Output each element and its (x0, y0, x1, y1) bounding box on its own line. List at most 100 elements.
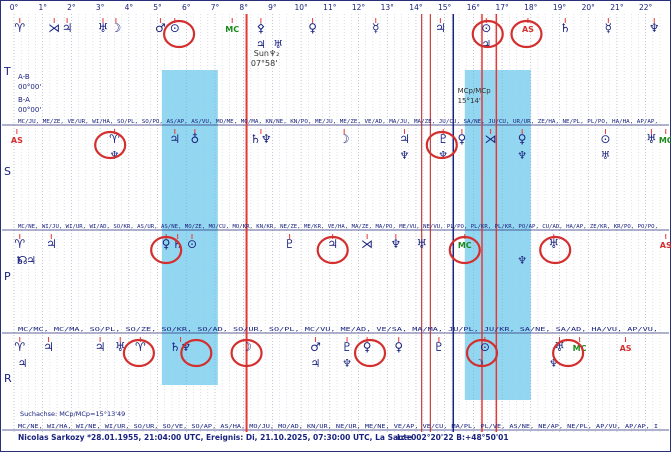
x-tick-label: 16° (467, 3, 481, 12)
planet-symbol-secondary: ♃ (481, 38, 491, 51)
x-tick-label: 11° (323, 3, 337, 12)
ab-value: 00°00' (18, 83, 41, 91)
planet-symbol: MC (659, 136, 671, 145)
footer-chart-info: Nicolas Sarkozy *28.01.1955, 21:04:00 UT… (18, 433, 412, 442)
x-tick-label: 10° (294, 3, 308, 12)
highlight-circle (316, 235, 349, 265)
planet-symbol: ♃ (62, 21, 73, 35)
planet-symbol: ♇ (284, 237, 295, 251)
planet-symbol-secondary: ♅ (601, 149, 611, 162)
ab-label: A-B (18, 73, 30, 81)
highlight-circle (425, 130, 458, 160)
ba-label: B-A (18, 96, 30, 104)
x-tick-label: 13° (381, 3, 395, 12)
grid-lines (13, 14, 661, 432)
planet-symbol-secondary: ♅ (273, 38, 283, 51)
planet-symbol: ♈ (14, 21, 25, 35)
highlight-circle (230, 338, 263, 368)
highlight-circle (162, 19, 196, 49)
x-tick-label: 2° (67, 3, 76, 12)
highlight-circle (539, 235, 572, 265)
planet-symbol: ⋊ (361, 237, 373, 251)
x-tick-label: 8° (239, 3, 248, 12)
highlight-circle (510, 19, 543, 49)
band-label: R (4, 372, 12, 385)
planet-symbol: ♈ (14, 340, 25, 354)
planet-symbol: ♀ (308, 21, 317, 35)
planet-symbol: ♀ (457, 132, 466, 146)
planet-symbol: AS (660, 241, 671, 250)
highlight-circle (180, 338, 213, 368)
planet-symbol: ⚴ (257, 21, 266, 35)
planet-symbol: ♀ (363, 340, 372, 354)
planet-symbol: ♀ (162, 237, 171, 251)
planet-symbol: ♅ (115, 340, 126, 354)
x-tick-label: 4° (125, 3, 134, 12)
midpoint-row: MC/NE, WI/JU, WI/UR, WI/AD, SO/KR, AS/UR… (18, 224, 658, 230)
planet-symbol: ♆ (390, 237, 401, 251)
planet-symbol: ☽ (111, 21, 122, 35)
planet-symbol-secondary: ♆ (517, 254, 527, 267)
x-tick-label: 22° (639, 3, 653, 12)
planet-symbol: ♃ (43, 340, 54, 354)
planet-symbol: AS (522, 25, 534, 34)
planet-symbol: ☿ (372, 21, 379, 35)
x-tick-label: 6° (182, 3, 191, 12)
x-tick-label: 17° (495, 3, 509, 12)
midpoint-row: MC/NE, WI/HA, WI/NE, WI/UR, SO/UR, SO/VE… (18, 424, 658, 430)
x-tick-label: 7° (211, 3, 220, 12)
planet-symbol-secondary: ♆ (342, 357, 352, 370)
highlight-circle (94, 130, 127, 160)
highlight-circle (122, 338, 155, 368)
planet-symbol: ♅ (416, 237, 427, 251)
planet-symbol-secondary: ☽ (474, 357, 484, 370)
planet-symbol: ☽ (339, 132, 350, 146)
midpoint-row: MC/MC, MC/MA, SO/PL, SO/ZE, SO/KR, SO/AD… (18, 327, 658, 333)
planet-symbol: ♅ (98, 21, 109, 35)
x-tick-label: 15° (438, 3, 452, 12)
planet-symbol: ♅ (554, 340, 565, 354)
x-tick-label: 18° (524, 3, 538, 12)
planet-symbol: ⊙ (481, 21, 491, 35)
planet-symbol: ♃ (46, 237, 57, 251)
planet-symbol: ♈ (14, 237, 25, 251)
planet-symbol: ☽ (241, 340, 252, 354)
planet-symbol: ♈ (109, 132, 120, 146)
planet-symbol-secondary: ♆ (549, 357, 559, 370)
planet-symbol-secondary: ♃ (18, 357, 28, 370)
x-tick-label: 1° (38, 3, 47, 12)
planet-symbol: ♀ (394, 340, 403, 354)
highlight-circle (552, 338, 585, 368)
x-tick-label: 14° (409, 3, 423, 12)
x-tick-label: 20° (582, 3, 596, 12)
planet-symbol: ♃ (169, 132, 180, 146)
planet-symbol: ♃ (399, 132, 410, 146)
highlight-band (161, 70, 218, 385)
planet-symbol-secondary: ♆ (517, 149, 527, 162)
planet-symbol: ♄ (560, 21, 571, 35)
planet-symbol-secondary: ♆ (110, 149, 120, 162)
footer-coords: L:+002°20'22 B:+48°50'01 (397, 433, 509, 442)
planet-symbol: ⊙ (187, 237, 197, 251)
planet-symbol: ♅ (548, 237, 559, 251)
planet-symbol-secondary: ♃ (26, 254, 36, 267)
planet-symbol: AS (620, 344, 632, 353)
planet-symbol: ⊙ (170, 21, 180, 35)
band-label: P (4, 270, 11, 283)
highlight-circle (448, 235, 481, 265)
highlight-circle (465, 338, 499, 368)
planet-symbol: ♇ (438, 132, 449, 146)
x-tick-label: 9° (268, 3, 277, 12)
highlight-circle (353, 338, 387, 368)
planet-symbol: ♄ (172, 237, 183, 251)
planet-symbol: ♈ (135, 340, 146, 354)
band-label: T (3, 65, 11, 78)
planet-symbol: ♂ (310, 340, 321, 354)
planet-symbol: ⊙ (480, 340, 490, 354)
ba-value: 00°00' (18, 106, 41, 114)
planet-symbol: ♇ (342, 340, 353, 354)
planet-symbol: ♇ (434, 340, 445, 354)
planet-symbol: ⋊ (48, 21, 60, 35)
